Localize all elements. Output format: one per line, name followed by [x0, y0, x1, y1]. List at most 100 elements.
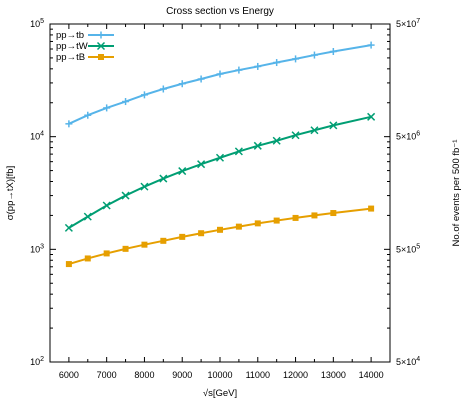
- series-square-point: [65, 261, 72, 268]
- y2-tick-label: 5×106: [396, 131, 420, 142]
- series-plus-point: [254, 62, 262, 70]
- marker-stroke: [140, 182, 149, 191]
- series-cross-point: [367, 112, 376, 121]
- series-plus-point: [84, 111, 92, 119]
- series-square-point: [368, 205, 375, 212]
- marker-stroke: [159, 174, 168, 183]
- series-plus-point: [65, 120, 73, 128]
- marker-stroke: [329, 121, 338, 130]
- series-square-point: [141, 241, 148, 248]
- x-tick-label: 8000: [134, 370, 154, 380]
- y2-tick-label: 5×104: [396, 356, 420, 367]
- legend-swatch-marker: [96, 41, 106, 51]
- series-square-point: [122, 245, 129, 252]
- legend-swatch-marker: [98, 54, 104, 60]
- x-tick-label: 10000: [207, 370, 232, 380]
- series-cross-point: [329, 121, 338, 130]
- marker-stroke: [272, 136, 281, 145]
- series-plus-line: [68, 44, 372, 125]
- x-tick-label: 12000: [283, 370, 308, 380]
- series-square-point: [103, 250, 110, 257]
- x-axis: 6000 7000 8000 9000 10000 11000 12000 13000 1400…: [59, 24, 384, 380]
- series-plus-point: [178, 80, 186, 88]
- series-plus-point: [103, 104, 111, 112]
- series-cross-point: [272, 136, 281, 145]
- marker-stroke: [178, 167, 187, 176]
- series-cross-line: [68, 115, 372, 229]
- x-axis-title: √s[GeV]: [203, 388, 237, 399]
- y-axis-title: σ(pp→tX)[fb]: [5, 166, 16, 220]
- series-cross-point: [310, 126, 319, 135]
- series-cross-point: [159, 174, 168, 183]
- series-plus-point: [292, 55, 300, 63]
- series-cross-point: [291, 131, 300, 140]
- series-cross-point: [178, 167, 187, 176]
- series-cross-point: [102, 201, 111, 210]
- marker-stroke: [367, 112, 376, 121]
- series-plus-point: [122, 98, 130, 106]
- series-plus-point: [329, 48, 337, 56]
- chart-title: Cross section vs Energy: [166, 6, 274, 17]
- series-square-point: [198, 230, 205, 237]
- series-square-point: [273, 217, 280, 224]
- series-cross-point: [64, 223, 73, 232]
- y-tick-label: 103: [30, 243, 44, 254]
- marker-stroke: [96, 41, 106, 51]
- marker-stroke: [215, 153, 225, 162]
- y2-axis-title: No.of events per 500 fb⁻¹: [451, 140, 462, 247]
- series-square-point: [254, 220, 261, 227]
- y-tick-label: 102: [30, 356, 44, 367]
- x-tick-label: 11000: [246, 370, 270, 380]
- marker-stroke: [83, 212, 92, 221]
- series-plus-point: [197, 75, 205, 83]
- marker-stroke: [121, 191, 130, 200]
- series-plus-point: [367, 41, 375, 49]
- series-square-point: [84, 255, 91, 262]
- marker-stroke: [102, 201, 111, 210]
- series-cross-point: [234, 147, 243, 156]
- series-cross-point: [121, 191, 130, 200]
- y2-tick-label: 5×107: [396, 18, 420, 29]
- series-square-point: [330, 210, 337, 217]
- series-layer: [64, 41, 376, 268]
- series-cross-point: [197, 160, 206, 169]
- series-square-point: [160, 237, 167, 244]
- legend-label: pp→tb: [56, 30, 84, 41]
- series-cross-point: [83, 212, 92, 221]
- y-tick-label: 104: [30, 131, 44, 142]
- x-tick-label: 6000: [59, 370, 79, 380]
- y-axis-right: 5×104 5×105 5×106 5×107: [384, 18, 420, 367]
- x-tick-label: 14000: [359, 370, 384, 380]
- series-plus: [65, 41, 375, 128]
- marker-stroke: [291, 131, 300, 140]
- series-cross-point: [140, 182, 149, 191]
- x-tick-label: 9000: [172, 370, 192, 380]
- series-square: [65, 205, 375, 268]
- legend-label: pp→tW: [56, 41, 88, 52]
- marker-stroke: [197, 160, 206, 169]
- series-square-point: [235, 223, 242, 230]
- marker-stroke: [253, 141, 262, 150]
- series-plus-point: [273, 59, 281, 67]
- series-cross-point: [253, 141, 262, 150]
- series-plus-point: [310, 51, 318, 59]
- series-cross: [64, 112, 376, 232]
- series-square-point: [217, 226, 223, 233]
- y-axis-left: 102 103 104 105: [30, 18, 56, 367]
- series-cross-point: [215, 153, 225, 162]
- marker-stroke: [234, 147, 243, 156]
- series-square-point: [292, 214, 299, 221]
- y2-tick-label: 5×105: [396, 243, 420, 254]
- series-square-point: [311, 212, 318, 219]
- series-plus-point: [159, 85, 167, 93]
- series-plus-point: [235, 66, 243, 74]
- series-plus-point: [216, 70, 224, 78]
- y-tick-label: 105: [30, 18, 44, 29]
- legend-swatch-marker: [97, 31, 105, 39]
- x-tick-label: 7000: [97, 370, 117, 380]
- series-plus-point: [140, 91, 148, 99]
- series-square-line: [68, 207, 372, 266]
- x-tick-label: 13000: [321, 370, 346, 380]
